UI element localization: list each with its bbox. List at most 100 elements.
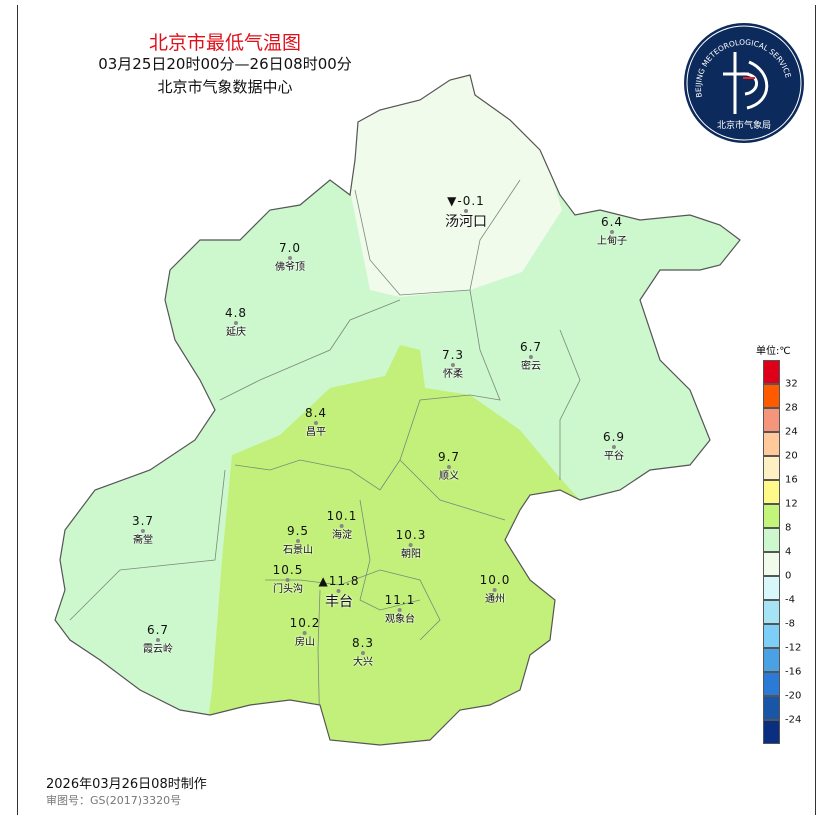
station-dot xyxy=(288,256,292,260)
station-1: 6.4 上甸子 xyxy=(597,215,627,248)
station-value: 10.2 xyxy=(289,616,321,630)
station-name: 大兴 xyxy=(353,657,373,668)
legend-swatch xyxy=(763,600,780,624)
station-dot xyxy=(156,638,160,642)
legend-swatch xyxy=(763,504,780,528)
station-dot xyxy=(612,445,616,449)
station-3: 4.8 延庆 xyxy=(225,306,247,339)
station-dot xyxy=(340,524,344,528)
station-name: 佛爷顶 xyxy=(275,262,305,273)
station-name: 朝阳 xyxy=(401,549,421,560)
station-name: 怀柔 xyxy=(443,369,463,380)
station-name: 平谷 xyxy=(604,451,624,462)
legend-swatch xyxy=(763,672,780,696)
station-value: 10.1 xyxy=(326,509,358,523)
legend-swatch xyxy=(763,648,780,672)
station-dot xyxy=(451,363,455,367)
station-name: 顺义 xyxy=(439,471,459,482)
station-dot xyxy=(610,230,614,234)
map-period: 03月25日20时00分—26日08时00分 xyxy=(98,55,352,73)
station-16: 11.1 观象台 xyxy=(385,593,416,626)
legend-tick: -12 xyxy=(785,642,802,654)
station-name: 房山 xyxy=(295,637,315,648)
station-2: 7.0 佛爷顶 xyxy=(275,241,305,274)
legend-tick: 12 xyxy=(785,498,798,510)
station-13: ▲11.8 丰台 xyxy=(319,574,360,610)
legend-tick: 8 xyxy=(785,522,792,534)
station-dot xyxy=(303,631,307,635)
station-name: 霞云岭 xyxy=(143,644,173,655)
station-value: 3.7 xyxy=(131,514,155,528)
legend-tick: -4 xyxy=(785,594,795,606)
station-value: 6.4 xyxy=(600,215,624,229)
legend-swatch xyxy=(763,432,780,456)
station-value: 6.7 xyxy=(146,623,170,637)
station-value: 8.3 xyxy=(351,636,375,650)
zone-8-12 xyxy=(200,345,600,745)
station-4: 7.3 怀柔 xyxy=(442,348,464,381)
station-name: 海淀 xyxy=(332,530,352,541)
legend-tick: 0 xyxy=(785,570,792,582)
station-dot xyxy=(409,543,413,547)
station-dot xyxy=(286,578,290,582)
station-dot xyxy=(464,209,468,213)
station-8: 6.9 平谷 xyxy=(603,430,625,463)
station-0: ▼-0.1 汤河口 xyxy=(445,194,487,230)
legend-swatch xyxy=(763,480,780,504)
station-name: 昌平 xyxy=(306,427,326,438)
legend-tick: 28 xyxy=(785,402,798,414)
station-value: 10.3 xyxy=(395,528,427,542)
station-18: 8.3 大兴 xyxy=(352,636,374,669)
production-time: 2026年03月26日08时制作 xyxy=(46,777,207,792)
zone-0-4 xyxy=(340,75,562,297)
station-value: 11.1 xyxy=(384,593,416,607)
station-value: 7.0 xyxy=(278,241,302,255)
station-dot xyxy=(141,529,145,533)
station-value: 9.5 xyxy=(286,524,310,538)
map-title: 北京市最低气温图 xyxy=(148,32,301,54)
audit-number: 审图号：GS(2017)3320号 xyxy=(46,794,182,807)
station-dot xyxy=(493,588,497,592)
legend-tick: -20 xyxy=(785,690,802,702)
legend-tick: -8 xyxy=(785,618,795,630)
legend-tick: -16 xyxy=(785,666,802,678)
legend-tick: -24 xyxy=(785,714,802,726)
city-boundary xyxy=(54,74,741,746)
station-9: 3.7 斋堂 xyxy=(132,514,154,547)
station-name: 丰台 xyxy=(324,594,353,610)
station-6: 8.4 昌平 xyxy=(305,406,327,439)
station-dot xyxy=(296,539,300,543)
station-value: ▲11.8 xyxy=(318,574,360,588)
svg-text:北京市气象局: 北京市气象局 xyxy=(717,119,771,131)
map-source: 北京市气象数据中心 xyxy=(157,78,293,96)
station-name: 门头沟 xyxy=(273,584,303,595)
legend-swatch xyxy=(763,624,780,648)
district-borders xyxy=(69,179,581,741)
station-12: 10.5 门头沟 xyxy=(273,563,304,596)
legend-swatch xyxy=(763,720,780,744)
station-17: 10.2 房山 xyxy=(290,616,321,649)
station-dot xyxy=(234,321,238,325)
station-dot xyxy=(361,651,365,655)
station-name: 石景山 xyxy=(283,545,313,556)
station-name: 上甸子 xyxy=(597,236,627,247)
station-name: 通州 xyxy=(485,594,505,605)
legend-swatch xyxy=(763,528,780,552)
station-14: 10.3 朝阳 xyxy=(396,528,427,561)
legend-unit: 单位:℃ xyxy=(756,346,791,357)
station-dot xyxy=(447,465,451,469)
legend-swatch xyxy=(763,360,780,384)
station-name: 斋堂 xyxy=(133,535,153,546)
legend-swatch xyxy=(763,384,780,408)
station-value: 4.8 xyxy=(224,306,248,320)
station-value: 10.5 xyxy=(272,563,304,577)
legend-swatch xyxy=(763,552,780,576)
station-10: 10.1 海淀 xyxy=(327,509,358,542)
station-value: ▼-0.1 xyxy=(447,194,485,208)
station-value: 8.4 xyxy=(304,406,328,420)
station-15: 10.0 通州 xyxy=(480,573,511,606)
station-7: 9.7 顺义 xyxy=(438,450,460,483)
station-5: 6.7 密云 xyxy=(520,340,542,373)
